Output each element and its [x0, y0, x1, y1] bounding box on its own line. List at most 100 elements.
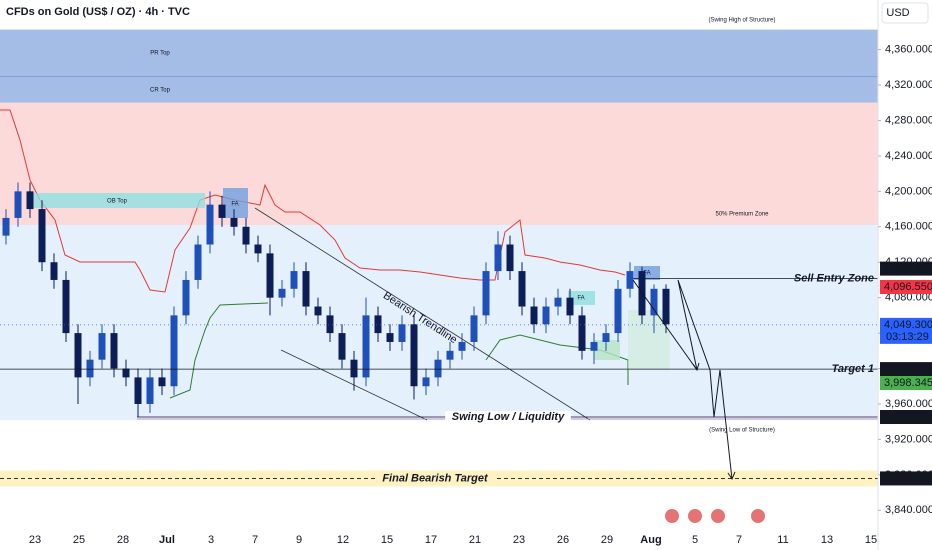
candle-body [386, 333, 394, 342]
price-label: 4,096.550 [884, 281, 932, 293]
candle-body [362, 315, 370, 378]
candle-body [266, 253, 274, 298]
price-label: 3,945.287 [884, 411, 932, 423]
projection-arrows [692, 362, 736, 481]
level-label: Target 1 [832, 363, 874, 375]
event-flag [688, 509, 702, 523]
candle-body [434, 359, 442, 378]
x-tick-label: Jul [159, 534, 175, 546]
candle-body [2, 217, 10, 236]
y-tick-label: 3,960.000 [885, 398, 932, 410]
currency: USD [886, 7, 909, 19]
candle-body [134, 377, 142, 404]
x-tick-label: 3 [208, 534, 214, 546]
candle-body [242, 226, 250, 245]
countdown: 03:13:29 [886, 331, 929, 343]
x-tick-label: 15 [865, 534, 877, 546]
y-tick-label: 4,240.000 [885, 150, 932, 162]
box-label: OB Top [107, 199, 128, 205]
candle-body [530, 306, 538, 325]
x-tick-label: 12 [337, 534, 349, 546]
candle-body [326, 315, 334, 334]
zones: PR Top CR Top 50% Premium Zone [0, 29, 878, 487]
candle-body [494, 244, 502, 272]
candle-body [194, 244, 202, 280]
zone-label: CR Top [150, 87, 171, 93]
candle-body [458, 341, 466, 351]
price-markers: 4,101.499 3,999.360 3,945.287 3,875.953 4,09… [880, 261, 932, 486]
level-label-bg [375, 472, 495, 485]
level-label: Final Bearish Target [382, 472, 489, 484]
box-label: FA [231, 202, 238, 208]
x-tick-label: Aug [640, 534, 661, 546]
candle-body [398, 324, 406, 342]
candle-body [422, 377, 430, 387]
x-tick-label: 23 [513, 534, 525, 546]
x-tick-label: 25 [73, 534, 85, 546]
candle-body [542, 306, 550, 325]
currency-box[interactable] [881, 2, 929, 24]
x-tick-label: 17 [425, 534, 437, 546]
x-tick-label: 7 [252, 534, 258, 546]
event-flags [665, 509, 765, 523]
candle-body [314, 306, 322, 316]
structure-label: (Swing High of Structure) [708, 18, 775, 24]
candle-body [110, 333, 118, 369]
zone-label: PR Top [150, 51, 170, 57]
fa-box [568, 291, 595, 305]
zone [0, 225, 878, 421]
candle-body [254, 244, 262, 254]
y-tick-label: 4,160.000 [885, 221, 932, 233]
candle-body [662, 288, 670, 325]
price-label-bg [880, 280, 932, 295]
trailing-stop-line [0, 109, 626, 293]
event-flag [711, 509, 725, 523]
x-tick-label: 9 [296, 534, 302, 546]
candle-body [146, 377, 154, 404]
x-tick-label: 15 [381, 534, 393, 546]
event-flag [751, 509, 765, 523]
price-label-bg [880, 362, 932, 377]
candle-body [230, 217, 238, 227]
x-tick-label: 23 [29, 534, 41, 546]
y-tick-label: 4,360.000 [885, 44, 932, 56]
candle-body [182, 279, 190, 316]
price-label-bg [880, 261, 932, 276]
candle-body [122, 368, 130, 378]
candle-body [14, 191, 22, 218]
y-tick-label: 3,840.000 [885, 504, 932, 516]
x-tick-label: 5 [692, 534, 698, 546]
candle-body [446, 350, 454, 360]
box-label: FA [643, 271, 650, 277]
levels: Sell Entry Zone Target 1 Swing Low / Liqui… [0, 273, 878, 485]
trendline [254, 207, 591, 421]
zone [0, 76, 878, 103]
y-tick-label: 3,920.000 [885, 433, 932, 445]
x-tick-label: 29 [601, 534, 613, 546]
y-tick-label: 4,200.000 [885, 185, 932, 197]
x-axis: 23 25 28 Jul 3 7 9 12 15 17 21 23 26 29 Aug 5 7 11 13 15 [29, 534, 877, 546]
candle-body [506, 244, 514, 272]
candle-body [50, 262, 58, 280]
candle-body [62, 279, 70, 334]
candle-body [554, 297, 562, 307]
price-label: 4,101.499 [884, 263, 932, 275]
trailing-support-line [169, 302, 269, 399]
price-label: 4,049.300 [884, 319, 932, 331]
candle-body [278, 288, 286, 298]
price-label-bg [880, 317, 932, 344]
candle-body [338, 333, 346, 360]
level-label-bg [445, 411, 571, 424]
candle-body [470, 315, 478, 342]
price-label: 3,998.345 [884, 377, 932, 389]
candle-body [350, 359, 358, 378]
x-tick-label: 11 [777, 534, 788, 546]
price-label: 3,999.360 [884, 363, 932, 375]
zone-label: 50% Premium Zone [715, 212, 769, 218]
candle-body [158, 377, 166, 387]
candle-body [578, 315, 586, 351]
x-tick-label: 13 [821, 534, 833, 546]
candle-body [374, 315, 382, 334]
candle-body [98, 333, 106, 360]
event-flag [665, 509, 679, 523]
